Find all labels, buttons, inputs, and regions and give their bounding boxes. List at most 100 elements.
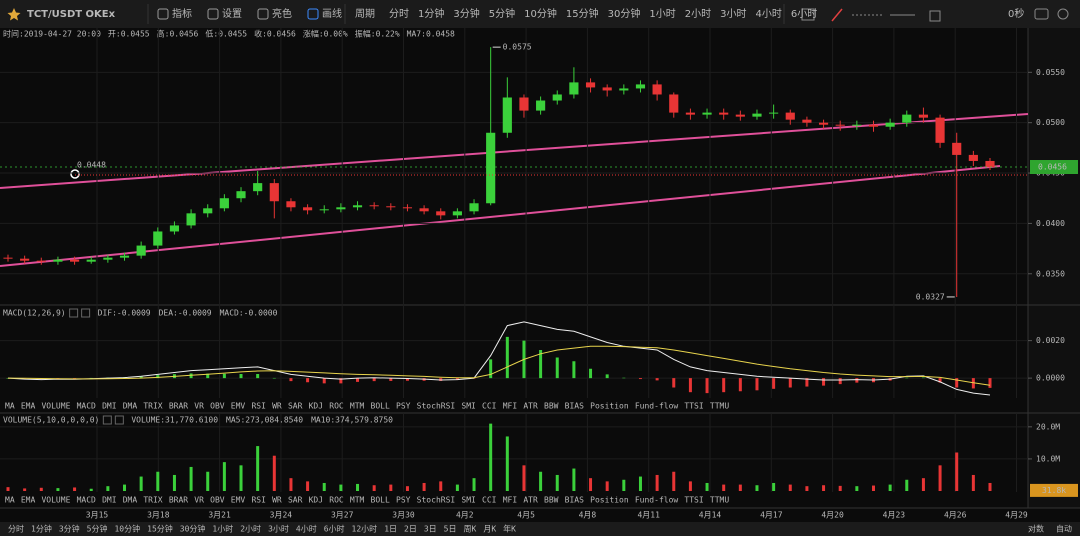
tool-button[interactable]: 指标 (172, 7, 192, 20)
indicator-tab[interactable]: BIAS (565, 402, 584, 411)
indicator-tab[interactable]: SAR (288, 402, 303, 411)
bottom-period[interactable]: 4小时 (296, 524, 317, 534)
bottom-period[interactable]: 年K (503, 524, 516, 534)
bottom-period[interactable]: 1日 (384, 525, 397, 534)
indicator-tab[interactable]: EMV (231, 402, 246, 411)
indicator-tab[interactable]: TTMU (710, 402, 729, 411)
indicator-tab[interactable]: PSY (396, 496, 411, 505)
indicator-tab[interactable]: PSY (396, 402, 411, 411)
tool-icon[interactable] (157, 8, 169, 20)
indicator-tab[interactable]: TRIX (143, 402, 162, 411)
bottom-period[interactable]: 5分钟 (87, 524, 108, 534)
indicator-tab[interactable]: Position (590, 402, 629, 411)
symbol[interactable]: TCT/USDT OKEx (27, 9, 116, 20)
period-button[interactable]: 3小时 (720, 8, 746, 20)
indicator-tab[interactable]: EMA (21, 402, 36, 411)
indicator-tab[interactable]: CCI (482, 496, 497, 505)
period-button[interactable]: 6小时 (791, 8, 817, 20)
bottom-period[interactable]: 2小时 (240, 524, 261, 534)
panel-button[interactable] (81, 308, 91, 318)
bottom-period[interactable]: 月K (483, 525, 496, 534)
tool-icon[interactable] (257, 8, 269, 20)
bottom-period[interactable]: 1小时 (212, 524, 233, 534)
panel-button[interactable] (69, 308, 79, 318)
indicator-tab[interactable]: ROC (329, 402, 344, 411)
tool-icon[interactable] (207, 8, 219, 20)
indicator-tab[interactable]: KDJ (309, 496, 323, 505)
indicator-tab[interactable]: BOLL (371, 496, 390, 505)
indicator-tab[interactable]: EMV (231, 496, 246, 505)
indicator-tab[interactable]: Fund-flow (635, 496, 679, 505)
bottom-period[interactable]: 分时 (8, 524, 24, 534)
indicator-tab[interactable]: OBV (210, 402, 225, 411)
indicator-tab[interactable]: StochRSI (417, 496, 456, 505)
indicator-tab[interactable]: DMI (102, 496, 117, 505)
bottom-period[interactable]: 3分钟 (59, 524, 80, 534)
lock-icon[interactable] (929, 10, 941, 22)
bottom-period[interactable]: 3日 (424, 525, 437, 534)
indicator-tab[interactable]: VOLUME (41, 402, 70, 411)
indicator-tab[interactable]: SMI (461, 402, 476, 411)
indicator-tab[interactable]: MA (5, 402, 15, 411)
indicator-tab[interactable]: TTSI (684, 402, 703, 411)
indicator-tab[interactable]: MTM (350, 402, 365, 411)
indicator-tab[interactable]: KDJ (309, 402, 323, 411)
indicator-tab[interactable]: CCI (482, 402, 497, 411)
scale-option[interactable]: 自动 (1056, 524, 1072, 534)
indicator-tab[interactable]: MTM (350, 496, 365, 505)
bottom-period[interactable]: 6小时 (324, 524, 345, 534)
indicator-tab[interactable]: MA (5, 496, 15, 505)
period-button[interactable]: 1小时 (649, 8, 675, 20)
indicator-tab[interactable]: SAR (288, 496, 303, 505)
trend-line[interactable] (0, 165, 1001, 267)
bottom-period[interactable]: 1分钟 (31, 524, 52, 534)
tool-button[interactable]: 画线 (322, 7, 342, 20)
screenshot-icon[interactable] (1034, 8, 1049, 20)
indicator-tab[interactable]: VOLUME (41, 496, 70, 505)
indicator-tab[interactable]: MFI (503, 402, 518, 411)
indicator-tab[interactable]: StochRSI (417, 402, 456, 411)
bottom-period[interactable]: 5日 (444, 525, 457, 534)
indicator-tab[interactable]: RSI (251, 496, 266, 505)
bottom-period[interactable]: 12小时 (352, 524, 378, 534)
tool-button[interactable]: 设置 (222, 8, 242, 20)
period-button[interactable]: 4小时 (755, 8, 781, 20)
indicator-tab[interactable]: BRAR (169, 496, 188, 505)
indicator-tab[interactable]: DMI (102, 402, 117, 411)
period-button[interactable]: 分时 (389, 8, 409, 20)
bottom-period[interactable]: 3小时 (268, 524, 289, 534)
indicator-tab[interactable]: BBW (544, 496, 559, 505)
indicator-tab[interactable]: RSI (251, 402, 266, 411)
indicator-tab[interactable]: VR (194, 402, 204, 411)
bottom-period[interactable]: 30分钟 (180, 524, 206, 534)
indicator-tab[interactable]: BIAS (565, 496, 584, 505)
bottom-period[interactable]: 周K (464, 525, 477, 534)
indicator-tab[interactable]: TTSI (684, 496, 703, 505)
indicator-tab[interactable]: TRIX (143, 496, 162, 505)
bottom-period[interactable]: 10分钟 (114, 524, 140, 534)
tool-icon[interactable] (307, 8, 319, 20)
drawing-handle[interactable] (70, 169, 80, 179)
scale-option[interactable]: 对数 (1028, 524, 1044, 534)
tool-button[interactable]: 亮色 (272, 7, 292, 20)
indicator-tab[interactable]: Position (590, 496, 629, 505)
layout-icon[interactable] (801, 8, 815, 21)
panel-button[interactable] (114, 415, 124, 425)
indicator-tab[interactable]: MFI (503, 496, 518, 505)
indicator-tab[interactable]: Fund-flow (635, 402, 679, 411)
period-button[interactable]: 15分钟 (566, 7, 599, 20)
period-button[interactable]: 30分钟 (608, 7, 641, 20)
period-button[interactable]: 10分钟 (524, 7, 557, 20)
indicator-tab[interactable]: MACD (77, 496, 96, 505)
period-button[interactable]: 1分钟 (418, 7, 444, 20)
period-button[interactable]: 3分钟 (453, 7, 479, 20)
bottom-period[interactable]: 15分钟 (147, 524, 173, 534)
indicator-tab[interactable]: ATR (523, 402, 538, 411)
panel-button[interactable] (102, 415, 112, 425)
period-button[interactable]: 2小时 (685, 8, 711, 20)
indicator-tab[interactable]: SMI (461, 496, 476, 505)
period-menu[interactable]: 周期 (355, 8, 375, 20)
indicator-tab[interactable]: ROC (329, 496, 344, 505)
indicator-tab[interactable]: DMA (123, 402, 138, 411)
pen-icon[interactable] (831, 8, 843, 22)
